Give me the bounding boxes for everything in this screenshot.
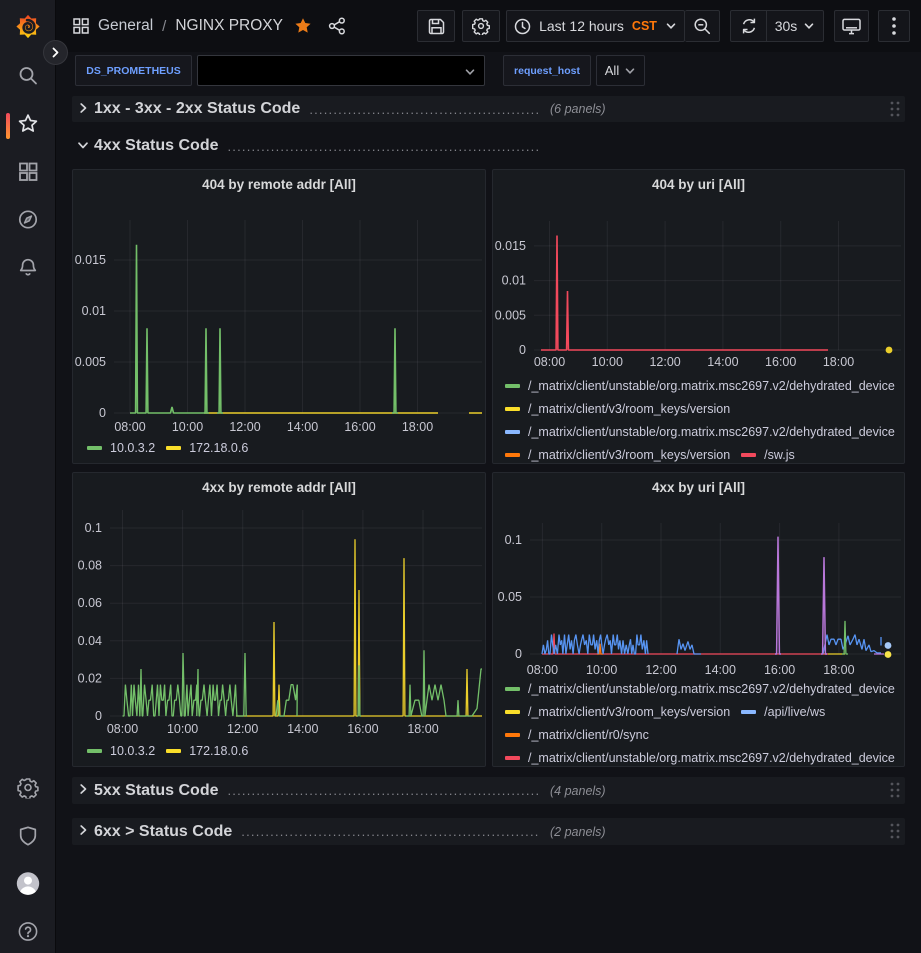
svg-text:12:00: 12:00 [645,663,676,677]
svg-text:0.02: 0.02 [78,671,102,685]
svg-text:0.005: 0.005 [75,355,106,369]
svg-text:08:00: 08:00 [527,663,558,677]
svg-text:16:00: 16:00 [765,355,796,369]
svg-text:0.015: 0.015 [75,253,106,267]
svg-text:18:00: 18:00 [402,420,433,434]
svg-text:0.04: 0.04 [78,634,102,648]
svg-text:14:00: 14:00 [287,420,318,434]
svg-text:14:00: 14:00 [707,355,738,369]
svg-text:0.06: 0.06 [78,596,102,610]
svg-text:0.1: 0.1 [505,533,522,547]
svg-text:0: 0 [95,709,102,723]
svg-text:16:00: 16:00 [347,722,378,736]
svg-text:16:00: 16:00 [764,663,795,677]
svg-text:0.08: 0.08 [78,559,102,573]
svg-text:12:00: 12:00 [227,722,258,736]
svg-text:0.01: 0.01 [502,274,526,288]
svg-text:10:00: 10:00 [592,355,623,369]
svg-text:0: 0 [99,406,106,420]
svg-text:12:00: 12:00 [649,355,680,369]
svg-text:0.015: 0.015 [495,239,526,253]
svg-text:16:00: 16:00 [344,420,375,434]
svg-text:18:00: 18:00 [823,663,854,677]
svg-text:18:00: 18:00 [823,355,854,369]
svg-text:08:00: 08:00 [107,722,138,736]
svg-text:0.01: 0.01 [82,304,106,318]
svg-text:10:00: 10:00 [167,722,198,736]
svg-text:10:00: 10:00 [586,663,617,677]
svg-text:08:00: 08:00 [114,420,145,434]
svg-text:0.05: 0.05 [498,590,522,604]
svg-text:0.1: 0.1 [85,521,102,535]
svg-text:18:00: 18:00 [407,722,438,736]
svg-text:14:00: 14:00 [287,722,318,736]
svg-text:08:00: 08:00 [534,355,565,369]
svg-text:10:00: 10:00 [172,420,203,434]
svg-text:14:00: 14:00 [705,663,736,677]
svg-text:0.005: 0.005 [495,308,526,322]
svg-text:12:00: 12:00 [229,420,260,434]
svg-text:0: 0 [515,647,522,661]
svg-text:0: 0 [519,343,526,357]
